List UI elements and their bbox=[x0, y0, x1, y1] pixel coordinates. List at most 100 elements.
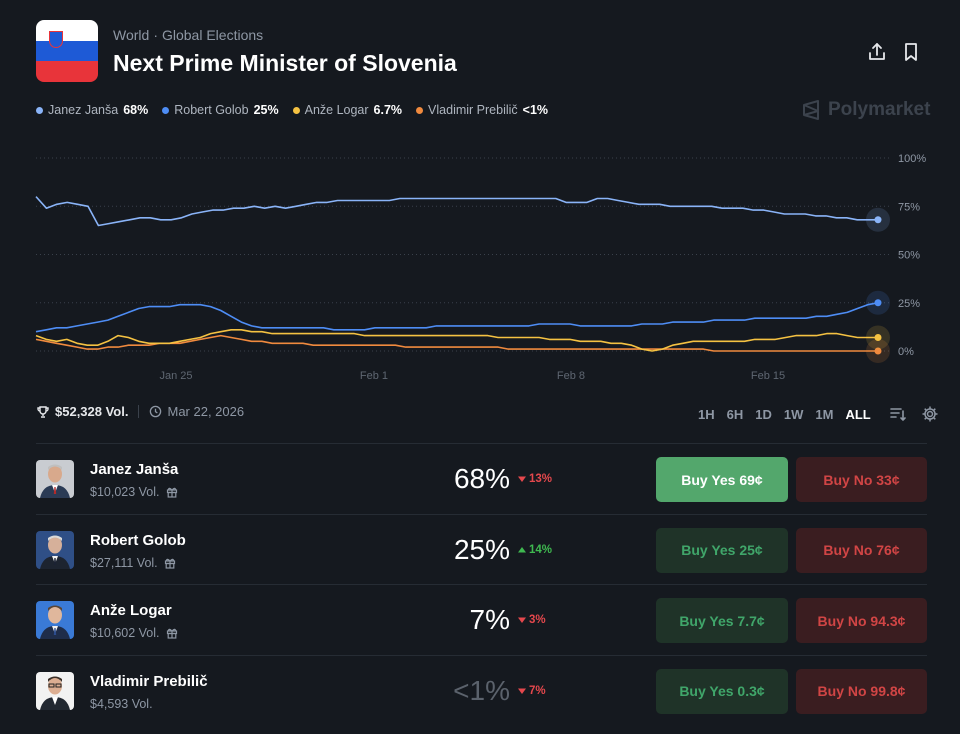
x-tick-label: Feb 1 bbox=[360, 370, 388, 382]
outcome-row-jansa[interactable]: Janez Janša $10,023 Vol. 68% 13% Buy Yes… bbox=[36, 443, 927, 514]
page-title: Next Prime Minister of Slovenia bbox=[113, 50, 457, 76]
outcome-row-golob[interactable]: Robert Golob $27,111 Vol. 25% 14% Buy Ye… bbox=[36, 513, 927, 585]
change-value: 13% bbox=[529, 473, 553, 485]
outcome-volume: $10,602 Vol. bbox=[90, 626, 160, 640]
series-end-point bbox=[874, 347, 882, 355]
legend-item: Anže Logar 6.7% bbox=[292, 103, 403, 117]
outcome-name: Anže Logar bbox=[90, 602, 172, 619]
outcome-volume: $10,023 Vol. bbox=[90, 485, 160, 499]
legend-dot bbox=[36, 106, 43, 114]
series-line bbox=[35, 329, 878, 352]
buy-yes-button[interactable]: Buy Yes 25¢ bbox=[656, 527, 788, 573]
outcome-name: Robert Golob bbox=[90, 531, 186, 549]
outcome-change: 14% bbox=[518, 544, 552, 556]
series-end-point bbox=[874, 216, 882, 224]
breadcrumb-global-elections[interactable]: Global Elections bbox=[161, 27, 264, 43]
slovenia-flag-icon bbox=[36, 20, 98, 82]
y-tick-label: 50% bbox=[898, 250, 920, 262]
total-volume: $52,328 Vol. bbox=[55, 404, 129, 419]
x-tick-label: Feb 15 bbox=[751, 370, 785, 382]
range-all[interactable]: ALL bbox=[845, 406, 871, 422]
legend-name: Anže Logar bbox=[304, 103, 369, 117]
bookmark-icon bbox=[905, 43, 917, 61]
price-chart[interactable]: 100% 75% 50% 25% 0% Jan 25 Feb 1 Feb 8 Feb 15 bbox=[0, 140, 960, 390]
arrow-down-icon bbox=[518, 476, 526, 482]
avatar bbox=[36, 601, 74, 639]
y-tick-label: 25% bbox=[898, 298, 920, 310]
breadcrumb: World · Global Elections bbox=[113, 27, 264, 43]
range-1m[interactable]: 1M bbox=[815, 406, 834, 422]
range-1h[interactable]: 1H bbox=[698, 406, 715, 422]
buy-no-button[interactable]: Buy No 94.3¢ bbox=[796, 598, 927, 643]
change-value: 7% bbox=[529, 684, 546, 697]
outcome-probability: 68% bbox=[453, 463, 510, 494]
outcome-row-logar[interactable]: Anže Logar $10,602 Vol. 7% 3% Buy Yes 7.… bbox=[36, 584, 927, 655]
legend-item: Janez Janša 68% bbox=[36, 103, 148, 117]
trophy-icon bbox=[37, 405, 49, 418]
series-end-point bbox=[874, 299, 882, 307]
gift-icon[interactable] bbox=[166, 486, 178, 498]
legend-item: Robert Golob 25% bbox=[162, 103, 279, 117]
time-range-selector: 1H 6H 1D 1W 1M ALL bbox=[698, 405, 939, 423]
settings-gear-icon[interactable] bbox=[921, 405, 939, 423]
outcomes-list: Janez Janša $10,023 Vol. 68% 13% Buy Yes… bbox=[36, 443, 927, 725]
buy-no-button[interactable]: Buy No 33¢ bbox=[796, 457, 927, 502]
market-header: World · Global Elections Next Prime Minist… bbox=[36, 20, 926, 82]
outcome-name: Janez Janša bbox=[90, 461, 179, 478]
x-tick-label: Feb 8 bbox=[557, 370, 585, 382]
series-end-point bbox=[874, 333, 882, 341]
outcome-probability: 25% bbox=[453, 533, 510, 565]
range-6h[interactable]: 6H bbox=[726, 406, 744, 422]
sort-icon[interactable] bbox=[889, 405, 907, 423]
legend-name: Vladimir Prebilič bbox=[428, 103, 518, 117]
buy-no-button[interactable]: Buy No 76¢ bbox=[796, 527, 927, 573]
buy-yes-button[interactable]: Buy Yes 7.7¢ bbox=[656, 598, 788, 643]
range-1w[interactable]: 1W bbox=[783, 406, 804, 422]
outcome-volume: $27,111 Vol. bbox=[90, 555, 158, 570]
arrow-down-icon bbox=[518, 688, 526, 694]
outcome-row-prebilic[interactable]: Vladimir Prebilič $4,593 Vol. <1% 7% Buy… bbox=[36, 654, 927, 726]
legend-name: Janez Janša bbox=[48, 103, 119, 117]
outcome-change: 3% bbox=[518, 614, 546, 626]
gift-icon[interactable] bbox=[164, 557, 176, 569]
chart-legend: Janez Janša 68% Robert Golob 25% Anže Loga… bbox=[36, 103, 548, 117]
brand-name: Polymarket bbox=[828, 99, 931, 120]
legend-dot bbox=[416, 106, 424, 114]
outcome-volume: $4,593 Vol. bbox=[90, 696, 153, 711]
legend-pct: 68% bbox=[123, 103, 149, 117]
buy-yes-button[interactable]: Buy Yes 69¢ bbox=[656, 457, 788, 502]
buy-no-button[interactable]: Buy No 99.8¢ bbox=[796, 668, 927, 714]
outcome-change: 7% bbox=[518, 685, 546, 697]
change-value: 3% bbox=[529, 614, 546, 626]
y-tick-label: 75% bbox=[898, 201, 920, 213]
share-button[interactable] bbox=[865, 40, 889, 64]
range-1d[interactable]: 1D bbox=[755, 406, 772, 422]
clock-icon bbox=[150, 405, 162, 418]
legend-pct: <1% bbox=[522, 103, 549, 117]
series-line bbox=[35, 334, 878, 352]
market-stats: $52,328 Vol. Mar 22, 2026 bbox=[36, 404, 244, 419]
breadcrumb-world[interactable]: World bbox=[113, 27, 150, 43]
buy-yes-button[interactable]: Buy Yes 0.3¢ bbox=[656, 668, 788, 714]
avatar bbox=[36, 530, 74, 569]
legend-item: Vladimir Prebilič <1% bbox=[416, 103, 548, 117]
avatar bbox=[36, 671, 74, 710]
share-icon bbox=[869, 43, 885, 60]
outcome-change: 13% bbox=[518, 473, 552, 485]
x-tick-label: Jan 25 bbox=[159, 370, 192, 382]
arrow-down-icon bbox=[518, 617, 526, 623]
legend-dot bbox=[292, 106, 300, 114]
legend-pct: 6.7% bbox=[373, 103, 403, 117]
divider bbox=[138, 405, 140, 418]
legend-dot bbox=[162, 106, 170, 114]
series-line bbox=[35, 302, 879, 333]
bookmark-button[interactable] bbox=[899, 40, 923, 64]
polymarket-watermark: Polymarket bbox=[800, 99, 930, 121]
outcome-name: Vladimir Prebilič bbox=[90, 672, 208, 690]
y-tick-label: 0% bbox=[898, 346, 914, 358]
arrow-up-icon bbox=[518, 546, 526, 552]
series-line bbox=[35, 196, 878, 227]
legend-name: Robert Golob bbox=[174, 103, 249, 117]
gift-icon[interactable] bbox=[166, 627, 178, 639]
y-tick-label: 100% bbox=[898, 153, 926, 165]
